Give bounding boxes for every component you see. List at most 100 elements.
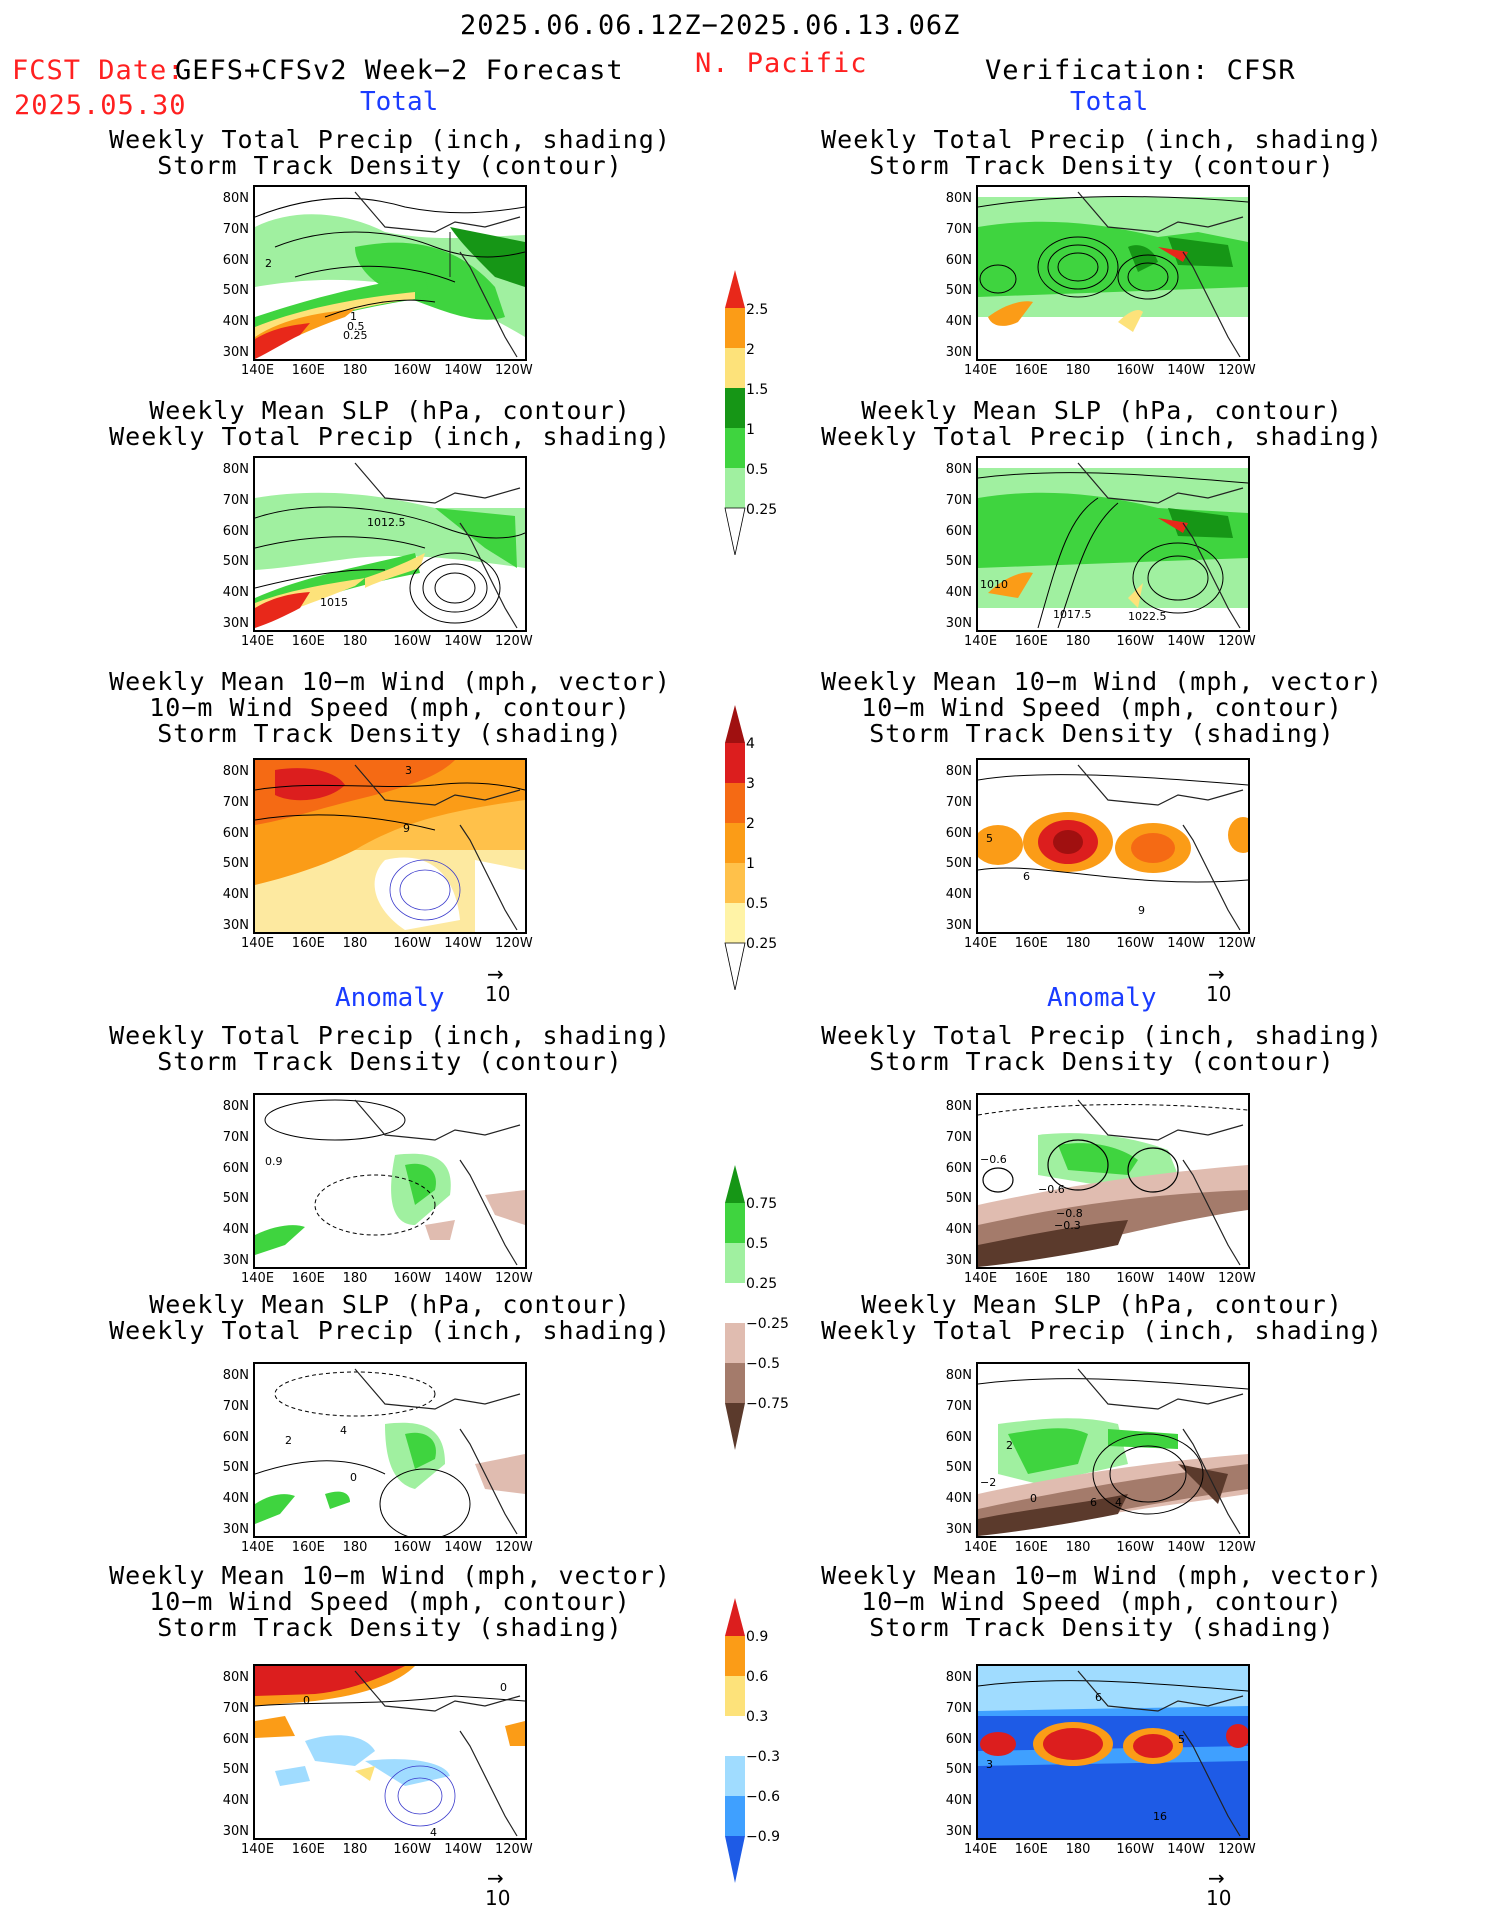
lat-tick-label: 80N <box>222 462 249 477</box>
panel-title: Weekly Mean 10−m Wind (mph, vector) 10−m … <box>821 1561 1383 1642</box>
lon-tick-label: 140W <box>444 1540 482 1555</box>
lon-tick-label: 140E <box>241 1271 275 1286</box>
lat-tick-label: 30N <box>945 345 972 360</box>
contour-label: 1017.5 <box>1053 608 1092 621</box>
lon-tick-label: 160W <box>1116 1271 1155 1286</box>
lon-tick-label: 120W <box>495 1271 533 1286</box>
lon-tick-label: 140W <box>1167 1842 1205 1857</box>
cbar-label: −0.9 <box>746 1829 780 1845</box>
contour-label: 2 <box>265 257 272 270</box>
lat-tick-label: 80N <box>945 462 972 477</box>
lon-tick-label: 160W <box>393 1271 432 1286</box>
contour-label: 1 <box>350 310 357 323</box>
lat-tick-label: 50N <box>945 1460 972 1476</box>
lon-tick-label: 140W <box>1167 1540 1205 1555</box>
lat-tick-label: 80N <box>222 1099 249 1114</box>
lat-tick-label: 70N <box>222 1700 249 1716</box>
lat-tick-label: 80N <box>222 1368 249 1383</box>
lon-tick-label: 160W <box>1116 1842 1155 1857</box>
lon-tick-label: 180 <box>1065 936 1091 951</box>
lon-tick-label: 120W <box>1218 936 1256 951</box>
lon-tick-label: 140W <box>1167 634 1205 649</box>
fcst-date-value: 2025.05.30 <box>14 90 187 121</box>
lat-tick-label: 60N <box>222 252 249 268</box>
lat-tick-label: 30N <box>222 1522 249 1537</box>
lat-tick-label: 80N <box>222 764 249 779</box>
cbar-label: −0.5 <box>746 1356 780 1372</box>
contour-label: 4 <box>1115 1496 1122 1509</box>
cbar-label: 0.5 <box>746 462 769 478</box>
lat-tick-label: 30N <box>222 918 249 933</box>
lat-tick-label: 50N <box>945 1191 972 1207</box>
lat-tick-label: 80N <box>945 1099 972 1114</box>
lon-tick-label: 180 <box>342 936 368 951</box>
lat-tick-label: 50N <box>945 1762 972 1778</box>
lat-tick-label: 60N <box>222 1429 249 1445</box>
forecast-period-title: 2025.06.06.12Z−2025.06.13.06Z <box>460 10 961 41</box>
map-slp-precip-anomaly-verification: 2 0 6 4 −2 <box>976 1362 1250 1538</box>
lat-tick-label: 50N <box>222 856 249 872</box>
map-wind-storm-anomaly-forecast: 0 4 0 <box>253 1664 527 1840</box>
cbar-label: 3 <box>746 776 755 792</box>
lat-tick-label: 80N <box>945 191 972 206</box>
lon-tick-label: 160W <box>393 363 432 378</box>
cbar-label: 0.9 <box>746 1629 769 1645</box>
contour-label: 1022.5 <box>1128 610 1167 623</box>
lat-tick-label: 40N <box>222 1222 249 1238</box>
lat-tick-label: 40N <box>945 314 972 330</box>
lat-tick-label: 50N <box>222 283 249 299</box>
lon-tick-label: 160W <box>393 634 432 649</box>
lon-tick-label: 160E <box>1014 936 1048 951</box>
lon-tick-label: 140E <box>241 363 275 378</box>
lat-tick-label: 60N <box>222 825 249 841</box>
verification-label: Verification: CFSR <box>985 55 1296 86</box>
lat-tick-label: 30N <box>222 616 249 631</box>
lon-tick-label: 160E <box>1014 1271 1048 1286</box>
panel-title: Weekly Mean SLP (hPa, contour) Weekly Tot… <box>821 1290 1383 1345</box>
cbar-label: −0.3 <box>746 1749 780 1765</box>
contour-label: 3 <box>405 764 412 777</box>
cbar-label: 0.25 <box>746 936 778 952</box>
colorbar-storm-total <box>724 705 746 990</box>
cbar-label: 1.5 <box>746 382 769 398</box>
lon-tick-label: 160E <box>291 363 325 378</box>
reference-vector-label: 10 <box>1206 1886 1232 1910</box>
lat-tick-label: 70N <box>945 221 972 237</box>
contour-label: 1015 <box>320 596 348 609</box>
fcst-date-label: FCST Date: <box>12 55 185 86</box>
lon-tick-label: 160E <box>291 1842 325 1857</box>
lon-tick-label: 140W <box>444 1271 482 1286</box>
lon-tick-label: 160E <box>291 1271 325 1286</box>
lon-tick-label: 120W <box>1218 1842 1256 1857</box>
lon-tick-label: 140W <box>1167 363 1205 378</box>
cbar-label: 0.25 <box>746 502 778 518</box>
lon-tick-label: 180 <box>342 1540 368 1555</box>
section-total-forecast: Total <box>360 87 439 117</box>
lon-tick-label: 140E <box>964 1540 998 1555</box>
lon-tick-label: 120W <box>1218 634 1256 649</box>
cbar-label: 0.75 <box>746 1196 778 1212</box>
colorbar-precip-anomaly <box>725 1165 745 1450</box>
lon-tick-label: 180 <box>1065 1271 1091 1286</box>
contour-label: 0 <box>350 1471 357 1484</box>
panel-title: Weekly Mean 10−m Wind (mph, vector) 10−m … <box>821 667 1383 748</box>
lat-tick-label: 70N <box>222 1398 249 1414</box>
lon-tick-label: 160W <box>1116 363 1155 378</box>
lon-tick-label: 160W <box>393 1842 432 1857</box>
lat-tick-label: 60N <box>945 1429 972 1445</box>
contour-label: −0.6 <box>980 1153 1007 1166</box>
lat-tick-label: 40N <box>222 314 249 330</box>
lon-tick-label: 120W <box>1218 363 1256 378</box>
lon-tick-label: 160W <box>1116 936 1155 951</box>
lon-tick-label: 120W <box>495 634 533 649</box>
section-anomaly-verification: Anomaly <box>1047 983 1157 1013</box>
lon-tick-label: 160E <box>1014 634 1048 649</box>
lat-tick-label: 80N <box>945 764 972 779</box>
panel-title: Weekly Total Precip (inch, shading) Storm… <box>821 125 1383 180</box>
lat-tick-label: 40N <box>945 887 972 903</box>
lon-tick-label: 180 <box>1065 363 1091 378</box>
lon-tick-label: 180 <box>342 634 368 649</box>
lat-tick-label: 60N <box>945 523 972 539</box>
contour-label: 0 <box>1030 1492 1037 1505</box>
lon-tick-label: 140E <box>964 634 998 649</box>
